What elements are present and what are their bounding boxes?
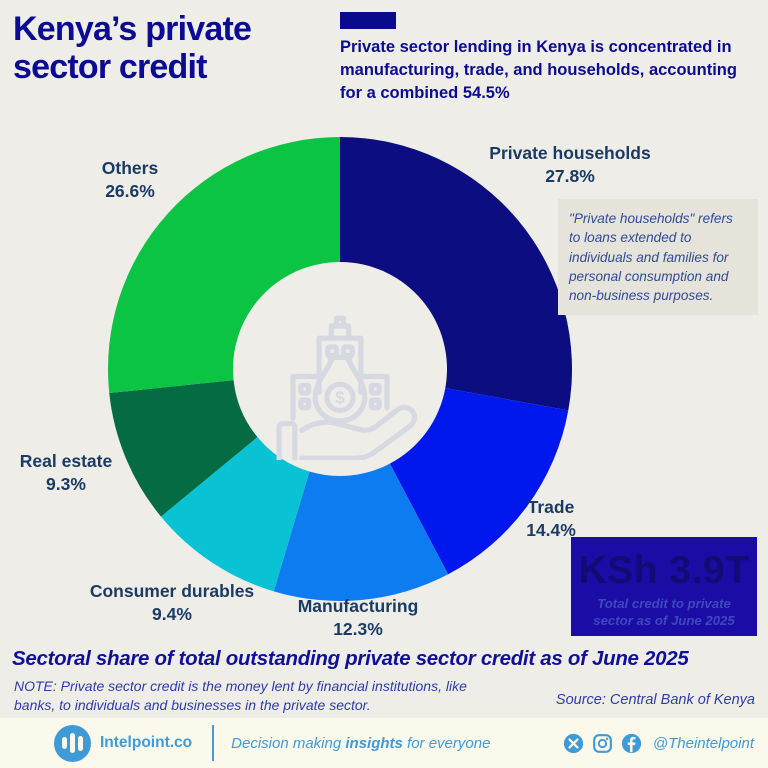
header-subtitle: Private sector lending in Kenya is conce… — [340, 38, 737, 103]
segment-value: 26.6% — [105, 180, 155, 201]
facebook-icon — [621, 733, 642, 754]
total-credit-caption: Total credit to private sector as of Jun… — [593, 596, 735, 628]
segment-name: Trade — [527, 497, 575, 517]
tagline-bold: insights — [345, 734, 403, 752]
segment-label-manufacturing: Manufacturing 12.3% — [266, 595, 450, 641]
households-annotation-box: "Private households" refers to loans ext… — [558, 199, 758, 316]
logo-bar — [62, 737, 67, 749]
brand-name: Intelpoint.co — [100, 734, 193, 751]
donut-slice-manufacturing — [273, 463, 449, 601]
total-credit-value: KSh 3.9T — [578, 549, 750, 592]
donut-slice-others — [107, 137, 341, 394]
header-subtitle-block: Private sector lending in Kenya is conce… — [340, 12, 758, 105]
footnote: NOTE: Private sector credit is the money… — [14, 678, 467, 713]
segment-label-real-estate: Real estate 9.3% — [2, 450, 130, 496]
intelpoint-logo-icon — [54, 724, 91, 762]
segment-label-private-households: Private households 27.8% — [452, 142, 688, 188]
footer-social-group: @Theintelpoint — [563, 733, 754, 754]
segment-name: Others — [101, 158, 159, 178]
segment-name: Manufacturing — [297, 596, 419, 616]
x-twitter-icon — [563, 733, 584, 754]
segment-value: 9.3% — [46, 473, 86, 494]
segment-label-trade: Trade 14.4% — [496, 496, 606, 542]
logo-bar — [70, 733, 75, 753]
source-attribution: Source: Central Bank of Kenya — [555, 692, 755, 708]
segment-name: Real estate — [19, 451, 113, 471]
segment-value: 27.8% — [545, 165, 595, 186]
segment-label-others: Others 26.6% — [56, 157, 204, 203]
donut-slice-real-estate — [109, 380, 258, 517]
segment-value: 14.4% — [526, 519, 576, 540]
segment-value: 9.4% — [152, 603, 192, 624]
segment-value: 12.3% — [333, 618, 383, 639]
logo-bar — [78, 735, 83, 751]
segment-name: Consumer durables — [89, 581, 255, 601]
social-handle: @Theintelpoint — [652, 734, 754, 752]
tagline-post: for everyone — [402, 734, 491, 752]
footer-divider — [212, 725, 215, 761]
svg-text:$: $ — [335, 387, 345, 407]
donut-slice-trade — [389, 388, 569, 575]
donut-slice-private-households — [340, 137, 573, 411]
instagram-icon — [592, 733, 613, 754]
footer-tagline: Decision making insights for everyone — [231, 735, 490, 752]
donut-slice-consumer-durables — [160, 437, 310, 592]
segment-name: Private households — [489, 143, 651, 163]
accent-bar — [340, 12, 396, 29]
tagline-pre: Decision making — [231, 734, 346, 752]
segment-label-consumer-durables: Consumer durables 9.4% — [66, 580, 278, 626]
total-credit-box: KSh 3.9T Total credit to private sector … — [571, 537, 757, 636]
chart-title: Sectoral share of total outstanding priv… — [12, 647, 689, 670]
hand-holding-money-bag-icon: $ — [276, 315, 418, 460]
page-title: Kenya’s private sector credit — [13, 10, 252, 87]
footer-bar: Intelpoint.co Decision making insights f… — [0, 718, 768, 768]
